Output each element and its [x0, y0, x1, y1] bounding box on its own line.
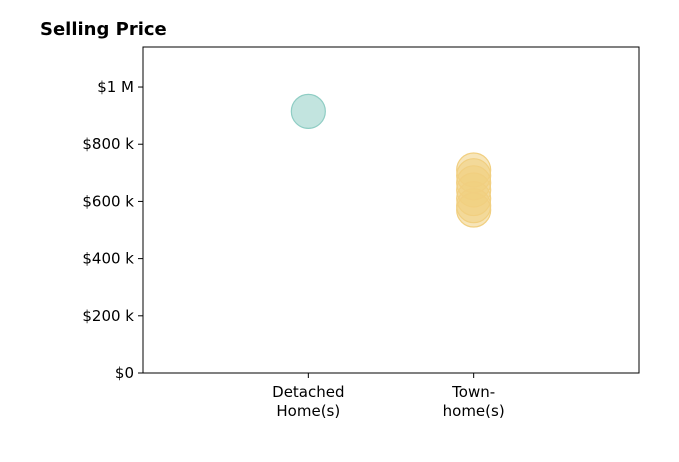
x-tick-label: Detached Home(s) [272, 383, 344, 420]
chart-title: Selling Price [40, 19, 167, 40]
y-tick-label: $800 k [82, 135, 134, 153]
x-tick-label-line: Detached [272, 383, 344, 401]
y-tick-label: $600 k [82, 192, 134, 210]
x-tick-label-line: home(s) [443, 402, 505, 420]
data-point [456, 192, 492, 228]
y-tick-label: $0 [115, 364, 134, 382]
x-tick-label: Town-home(s) [443, 383, 505, 420]
x-axis: Detached Home(s) Town-home(s) [272, 373, 505, 420]
x-tick-label-line: Town- [451, 383, 495, 401]
data-point [290, 93, 326, 129]
points-layer [290, 93, 492, 228]
plot-area-frame [142, 46, 640, 374]
x-tick-label-line: Home(s) [276, 402, 340, 420]
y-tick-label: $1 M [97, 78, 134, 96]
y-axis: $0 $200 k $400 k $600 k $800 k $1 M [82, 78, 143, 382]
y-tick-label: $400 k [82, 250, 134, 268]
y-tick-label: $200 k [82, 307, 134, 325]
